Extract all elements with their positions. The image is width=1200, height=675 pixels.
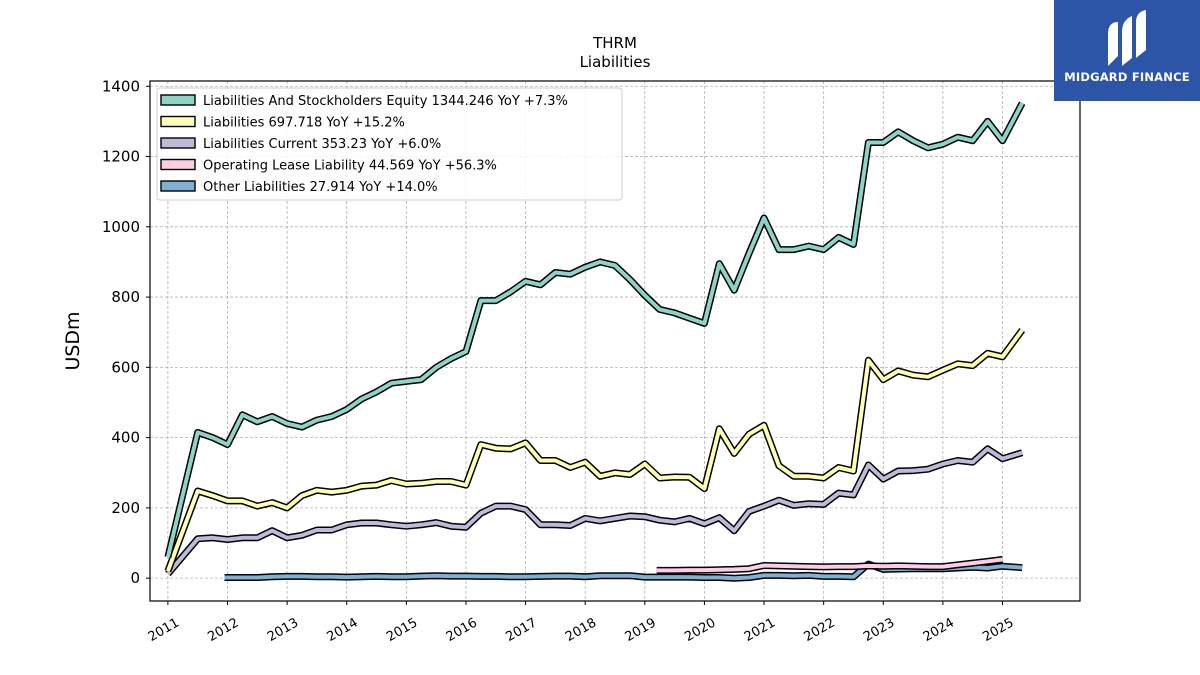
y-tick-label: 800 (111, 288, 140, 306)
series-line (164, 101, 1026, 558)
x-tick-label: 2011 (146, 615, 182, 645)
legend-label: Liabilities Current 353.23 YoY +6.0% (203, 137, 441, 152)
chart-title: THRM (592, 34, 637, 52)
legend-swatch (160, 137, 196, 149)
chart-subtitle: Liabilities (580, 53, 651, 71)
y-tick-label: 0 (130, 569, 140, 587)
x-tick-label: 2015 (384, 615, 420, 645)
x-tick-label: 2017 (503, 615, 539, 645)
y-tick-label: 1400 (102, 77, 140, 95)
x-tick-label: 2013 (265, 615, 301, 645)
x-tick-label: 2016 (444, 615, 480, 645)
logo-mark-icon (1108, 10, 1146, 66)
x-tick-label: 2020 (682, 615, 718, 645)
legend: Liabilities And Stockholders Equity 1344… (156, 87, 623, 201)
series-line (165, 445, 1024, 577)
series-line (656, 556, 1003, 574)
midgard-finance-logo: MIDGARD FINANCE (1054, 0, 1200, 101)
legend-swatch (160, 94, 196, 106)
series-line-stroke (165, 102, 1024, 558)
y-tick-label: 1000 (102, 218, 140, 236)
series-line-stroke (166, 446, 1023, 576)
x-tick-label: 2021 (742, 615, 778, 645)
series-line-stroke (166, 328, 1024, 572)
legend-label: Operating Lease Liability 44.569 YoY +56… (203, 159, 497, 174)
series-line (164, 328, 1026, 573)
plot-area-frame (149, 80, 1081, 602)
legend-label: Liabilities And Stockholders Equity 1344… (203, 94, 568, 109)
logo-text: MIDGARD FINANCE (1064, 70, 1190, 84)
y-tick-label: 200 (111, 499, 140, 517)
x-tick-label: 2024 (921, 615, 957, 645)
y-axis-label: USDm (62, 311, 84, 370)
x-tick-label: 2019 (623, 615, 659, 645)
legend-box (156, 87, 623, 201)
x-tick-label: 2018 (563, 615, 599, 645)
legend-swatch (160, 115, 196, 128)
y-tick-label: 400 (111, 429, 140, 447)
series-line-stroke (656, 557, 1003, 573)
series-lines (164, 101, 1026, 582)
y-tick-label: 1200 (102, 148, 140, 166)
x-tick-label: 2012 (205, 615, 241, 645)
legend-label: Liabilities 697.718 YoY +15.2% (203, 116, 405, 131)
x-tick-label: 2025 (980, 615, 1016, 645)
x-tick-label: 2023 (861, 615, 897, 645)
legend-swatch (160, 180, 196, 192)
legend-label: Other Liabilities 27.914 YoY +14.0% (203, 180, 438, 195)
x-tick-label: 2014 (325, 615, 361, 645)
legend-swatch (160, 158, 196, 171)
x-tick-label: 2022 (801, 615, 837, 645)
y-tick-label: 600 (111, 358, 140, 376)
